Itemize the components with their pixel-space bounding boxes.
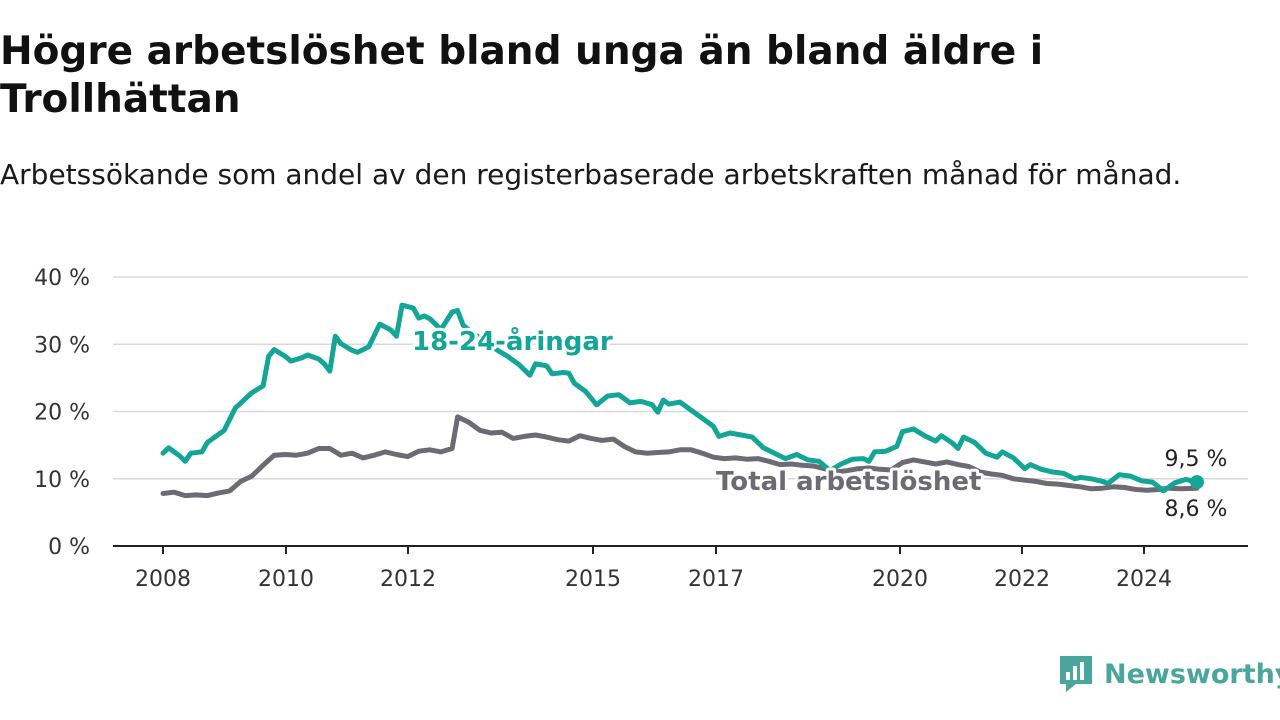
grid-lines [113,276,1248,480]
x-tick-label: 2017 [688,567,744,590]
series-label-total: Total arbetslöshet [716,467,981,497]
series-end-marker [1190,475,1204,490]
y-tick-label: 40 % [34,266,90,291]
x-tick-label: 2008 [135,567,191,590]
end-value-youth: 9,5 % [1165,447,1228,472]
series-label-youth: 18-24-åringar [412,325,613,357]
logo-text: Newsworthy [1104,658,1280,690]
series-line-youth [160,302,1200,494]
x-tick-label: 2012 [380,567,436,590]
y-tick-label: 20 % [34,401,90,426]
y-tick-label: 10 % [34,468,90,493]
x-tick-label: 2010 [258,567,314,590]
y-axis-labels: 0 % 10 % 20 % 30 % 40 % [34,266,90,560]
x-tick-label: 2024 [1116,567,1172,590]
end-value-total: 8,6 % [1165,497,1228,522]
line-chart: 0 % 10 % 20 % 30 % 40 % 2008 2010 2012 2015 2017… [34,266,1248,590]
newsworthy-chart-bubble-icon [1060,656,1092,692]
x-axis: 2008 2010 2012 2015 2017 2020 2022 2024 [113,545,1248,590]
page-subtitle: Arbetssökande som andel av den registerb… [0,158,1182,191]
y-tick-label: 30 % [34,333,90,358]
newsworthy-logo: Newsworthy [1058,654,1280,694]
series-labels: 18-24-åringar Total arbetslöshet 9,5 % 8,6 … [409,322,1228,522]
series-line-total [160,414,1200,499]
x-tick-label: 2015 [565,567,621,590]
page-title: Högre arbetslöshet bland unga än bland ä… [0,29,1044,122]
y-tick-label: 0 % [48,535,90,560]
x-tick-label: 2022 [994,567,1050,590]
series-lines [160,302,1204,499]
x-tick-label: 2020 [872,567,928,590]
